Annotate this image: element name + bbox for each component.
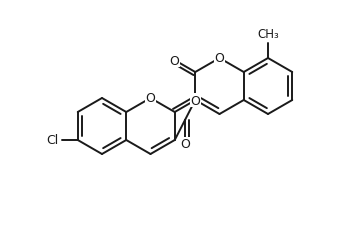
Text: O: O (146, 92, 155, 105)
Text: Cl: Cl (47, 134, 59, 147)
Text: O: O (214, 52, 225, 65)
Text: O: O (190, 94, 200, 107)
Text: O: O (180, 138, 190, 151)
Text: O: O (170, 54, 179, 67)
Text: CH₃: CH₃ (257, 28, 279, 41)
